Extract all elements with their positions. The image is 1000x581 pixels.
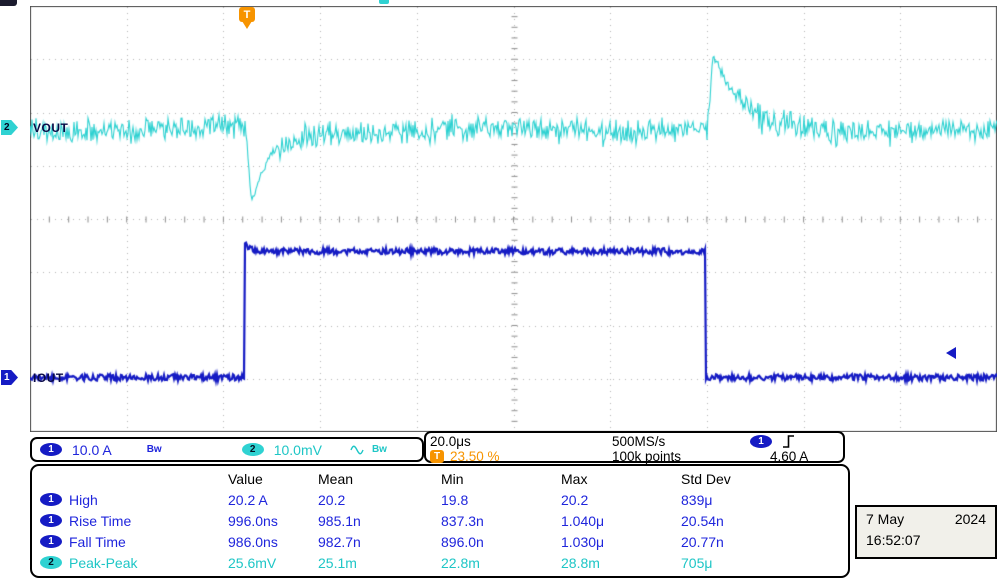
ch2-badge: 2 — [40, 556, 62, 569]
trigger-source-cell[interactable]: 1 — [746, 434, 839, 449]
meas-row-name: 2 Peak-Peak — [40, 552, 228, 573]
meas-corner-cell — [40, 468, 228, 489]
meas-header-max: Max — [561, 470, 588, 487]
ch2-scale-readout[interactable]: 10.0mV — [273, 441, 322, 458]
meas-header-mean: Mean — [318, 470, 354, 487]
ch1-badge: 1 — [40, 535, 62, 548]
graticule — [30, 6, 997, 432]
meas-row-name: 1 Rise Time — [40, 510, 228, 531]
measurement-table: Value Mean Min Max Std Dev 1 High 20.2 A… — [30, 464, 850, 578]
horizontal-trigger-readout: 20.0μs 500MS/s 1 T 23.50 % 100k points 4… — [424, 431, 845, 464]
ch2-badge[interactable]: 2 — [241, 443, 264, 456]
ch2-position-marker[interactable]: 2 — [1, 120, 18, 135]
ch1-waveform-label: IOUT — [33, 371, 64, 385]
meas-row-name: 1 High — [40, 489, 228, 510]
meas-row-name: 1 Fall Time — [40, 531, 228, 552]
meas-stddev: 839μ — [681, 491, 713, 508]
meas-mean: 982.7n — [318, 533, 361, 550]
year-text: 2024 — [954, 511, 986, 527]
meas-stddev: 20.77n — [681, 533, 724, 550]
datetime-box: 7 May 2024 16:52:07 — [855, 505, 997, 559]
channel-readout-bar: 1 10.0 A Bw 2 10.0mV Bw — [30, 437, 424, 462]
meas-stddev: 705μ — [681, 554, 713, 571]
ch1-bandwidth-limit-icon: Bw — [146, 444, 162, 455]
ch1-badge[interactable]: 1 — [40, 443, 62, 456]
clipped-top-artifact — [379, 0, 389, 4]
ch1-position-marker[interactable]: 1 — [1, 370, 18, 385]
trigger-position-marker-tip — [242, 21, 252, 29]
ch2-bandwidth-limit-icon: Bw — [371, 444, 387, 455]
rising-edge-icon — [782, 434, 795, 449]
ch1-badge: 1 — [40, 514, 62, 527]
meas-min: 896.0n — [441, 533, 484, 550]
trigger-position-readout[interactable]: T 23.50 % — [430, 449, 586, 464]
meas-min: 837.3n — [441, 512, 484, 529]
trigger-position-value: 23.50 % — [450, 449, 500, 464]
ch1-scale-readout[interactable]: 10.0 A — [72, 441, 112, 458]
ch2-sine-filter-icon — [350, 442, 364, 458]
meas-stddev: 20.54n — [681, 512, 724, 529]
meas-max: 20.2 — [561, 491, 589, 508]
trigger-source-badge: 1 — [750, 435, 772, 448]
sample-rate-readout: 500MS/s — [612, 434, 666, 449]
meas-value: 25.6mV — [228, 554, 277, 571]
record-length-readout: 100k points — [612, 449, 682, 464]
meas-value: 20.2 A — [228, 491, 268, 508]
meas-header-value: Value — [228, 470, 263, 487]
meas-mean: 20.2 — [318, 491, 346, 508]
trigger-t-icon: T — [430, 450, 444, 463]
trigger-level-arrow-icon[interactable] — [946, 347, 956, 359]
meas-min: 19.8 — [441, 491, 469, 508]
meas-mean: 25.1m — [318, 554, 357, 571]
trigger-level-readout[interactable]: 4.60 A — [770, 449, 809, 464]
meas-max: 1.030μ — [561, 533, 605, 550]
waveform-display — [30, 6, 997, 432]
date-text: 7 May — [866, 511, 905, 527]
meas-max: 28.8m — [561, 554, 600, 571]
meas-max: 1.040μ — [561, 512, 605, 529]
timebase-readout[interactable]: 20.0μs — [430, 434, 471, 449]
trigger-position-marker[interactable]: T — [239, 7, 255, 22]
meas-header-min: Min — [441, 470, 464, 487]
meas-value: 986.0ns — [228, 533, 278, 550]
ch1-badge: 1 — [40, 493, 62, 506]
ch2-waveform-label: VOUT — [33, 121, 69, 135]
meas-value: 996.0ns — [228, 512, 278, 529]
meas-mean: 985.1n — [318, 512, 361, 529]
meas-min: 22.8m — [441, 554, 480, 571]
tek-logo-clipped — [0, 0, 17, 6]
time-text: 16:52:07 — [866, 532, 921, 548]
meas-header-stddev: Std Dev — [681, 470, 731, 487]
